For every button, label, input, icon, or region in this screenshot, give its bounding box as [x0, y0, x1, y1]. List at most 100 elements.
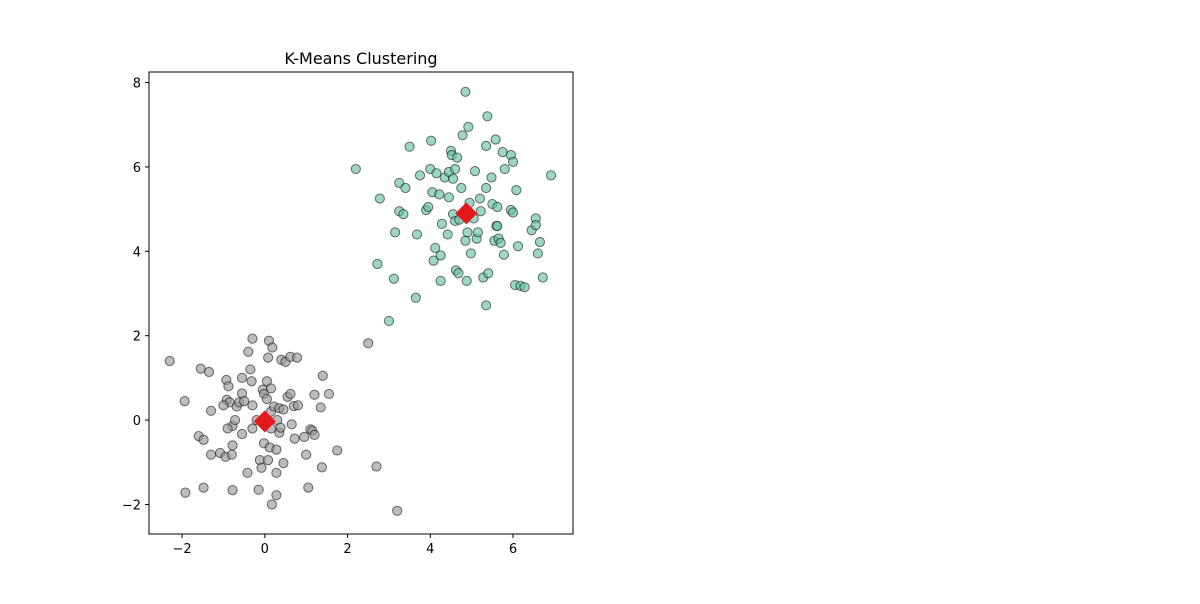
data-point-cluster-1: [462, 227, 473, 238]
data-point-cluster-1: [545, 170, 557, 181]
data-point-cluster-1: [390, 227, 401, 238]
axes-layer: −2 0 2 4 6 −2 0 2 4 6 8: [122, 71, 574, 557]
y-tick-label: 4: [133, 245, 141, 260]
data-point-cluster-0: [203, 366, 215, 378]
data-point-cluster-1: [519, 282, 530, 293]
data-point-cluster-1: [507, 207, 519, 218]
data-point-cluster-0: [247, 333, 258, 344]
data-point-cluster-1: [492, 201, 503, 213]
data-point-cluster-0: [275, 422, 286, 433]
data-point-cluster-1: [428, 255, 439, 266]
data-point-cluster-1: [463, 121, 474, 132]
data-point-cluster-0: [309, 429, 320, 440]
data-point-cluster-1: [452, 152, 463, 163]
data-point-cluster-1: [457, 130, 468, 141]
data-point-cluster-0: [247, 400, 258, 411]
points-layer: [164, 86, 557, 516]
data-point-cluster-0: [205, 405, 217, 416]
data-point-cluster-0: [222, 423, 233, 434]
data-point-cluster-1: [404, 141, 415, 152]
data-point-cluster-0: [236, 372, 248, 383]
y-tick-label: 0: [133, 414, 141, 429]
data-point-cluster-0: [236, 428, 248, 440]
data-point-cluster-0: [242, 467, 253, 478]
data-point-cluster-1: [472, 227, 483, 238]
data-point-cluster-0: [218, 400, 229, 411]
chart-title: K-Means Clustering: [284, 49, 437, 68]
data-point-cluster-1: [481, 182, 492, 194]
data-point-cluster-0: [253, 484, 264, 495]
data-point-cluster-1: [511, 185, 522, 196]
data-point-cluster-0: [278, 404, 289, 415]
data-point-cluster-1: [512, 241, 524, 252]
x-tick-label: −2: [173, 542, 192, 557]
y-tick-label: 6: [133, 161, 141, 176]
data-point-cluster-1: [492, 220, 503, 232]
data-point-cluster-1: [475, 206, 486, 217]
data-point-cluster-0: [198, 482, 209, 493]
data-point-cluster-1: [461, 275, 472, 286]
data-point-cluster-1: [486, 172, 497, 183]
data-point-cluster-0: [271, 444, 282, 455]
data-point-cluster-1: [482, 111, 493, 122]
data-point-cluster-1: [532, 248, 543, 259]
data-point-cluster-1: [443, 192, 454, 203]
data-point-cluster-1: [481, 140, 492, 151]
data-point-cluster-0: [223, 381, 234, 392]
data-point-cluster-0: [256, 462, 267, 473]
data-point-cluster-1: [411, 229, 423, 240]
data-point-cluster-1: [400, 182, 411, 194]
data-point-cluster-0: [291, 352, 303, 363]
x-tick-label: 4: [426, 542, 434, 557]
data-point-cluster-1: [410, 292, 421, 303]
data-point-cluster-0: [247, 423, 258, 434]
data-point-cluster-0: [180, 487, 191, 498]
data-point-cluster-1: [430, 242, 441, 254]
data-point-cluster-0: [271, 490, 282, 501]
data-point-cluster-0: [285, 388, 296, 400]
data-point-cluster-1: [383, 315, 395, 327]
data-point-cluster-1: [426, 135, 437, 146]
data-point-cluster-0: [371, 461, 382, 472]
data-point-cluster-1: [442, 229, 453, 240]
data-point-cluster-0: [239, 396, 250, 407]
centroid-marker: [455, 202, 478, 225]
data-point-cluster-0: [261, 393, 272, 405]
data-point-cluster-1: [388, 273, 399, 284]
data-point-cluster-0: [363, 338, 374, 349]
y-tick-label: −2: [122, 498, 141, 513]
data-point-cluster-1: [498, 249, 510, 260]
data-point-cluster-1: [534, 236, 546, 248]
data-point-cluster-0: [246, 376, 257, 387]
data-point-cluster-0: [315, 402, 326, 413]
data-point-cluster-0: [226, 449, 237, 460]
data-point-cluster-0: [299, 431, 310, 443]
plot-frame: [148, 71, 574, 535]
data-point-cluster-0: [301, 449, 312, 460]
data-point-cluster-0: [271, 467, 282, 478]
data-point-cluster-0: [292, 400, 304, 411]
data-point-cluster-0: [323, 388, 335, 400]
data-point-cluster-1: [423, 201, 434, 213]
data-point-cluster-1: [450, 163, 461, 175]
data-point-cluster-0: [263, 455, 274, 466]
x-tick-label: 2: [343, 542, 351, 557]
data-point-cluster-1: [474, 193, 486, 204]
data-point-cluster-0: [332, 445, 343, 456]
centroid-layer: [253, 202, 478, 433]
data-point-cluster-1: [469, 166, 481, 177]
data-point-cluster-1: [436, 218, 447, 229]
data-point-cluster-1: [507, 156, 519, 167]
data-point-cluster-1: [447, 173, 459, 184]
data-point-cluster-1: [435, 250, 446, 261]
data-point-cluster-0: [245, 364, 256, 375]
data-point-cluster-0: [303, 482, 314, 493]
data-point-cluster-1: [398, 209, 409, 220]
data-point-cluster-1: [431, 168, 442, 179]
data-point-cluster-0: [267, 342, 278, 353]
data-point-cluster-0: [266, 499, 277, 510]
data-point-cluster-1: [537, 272, 548, 283]
data-point-cluster-1: [499, 163, 510, 175]
